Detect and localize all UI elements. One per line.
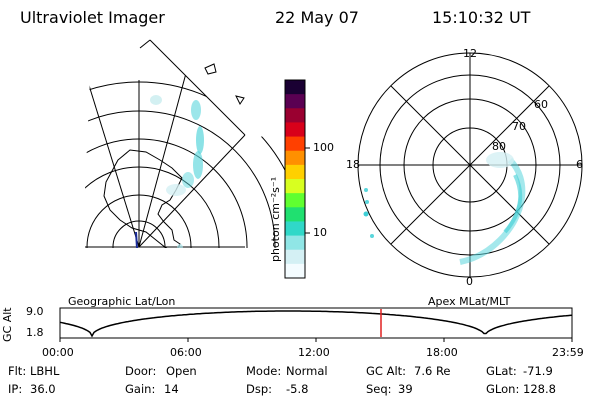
mlt-label-6: 6 (576, 158, 583, 171)
seq-key: Seq: (366, 382, 392, 396)
geographic-map-label: Geographic Lat/Lon (68, 295, 176, 308)
date-text: 22 May 07 (275, 8, 359, 27)
mlt-label-0: 0 (466, 275, 473, 288)
time-tick: 00:00 (42, 346, 74, 359)
colorbar-segment (285, 122, 305, 138)
altitude-ylabel: GC Alt (1, 307, 14, 342)
colorbar-segment (285, 150, 305, 166)
glon-value: 128.8 (523, 382, 556, 396)
glat-key: GLat: (486, 364, 517, 378)
colorbar-tick-10: 10 (313, 226, 327, 239)
gain-value: 14 (164, 382, 179, 396)
time-tick: 18:00 (426, 346, 458, 359)
time-tick: 06:00 (170, 346, 202, 359)
island-outline (204, 63, 217, 75)
mode-value: Normal (286, 364, 328, 378)
mlt-aurora (363, 152, 526, 265)
mlt-polar-plot (357, 52, 583, 278)
colorbar-segment (285, 80, 305, 95)
time-tick: 12:00 (298, 346, 330, 359)
meridian (85, 40, 140, 248)
mlt-meridian (390, 85, 550, 245)
altitude-plot-frame (59, 307, 573, 339)
colorbar-segment (285, 108, 305, 123)
satellite-track (135, 231, 139, 248)
mlat-label-70: 70 (512, 120, 526, 133)
mode-key: Mode: (246, 364, 282, 378)
instrument-title: Ultraviolet Imager (20, 8, 165, 27)
mlat-label-80: 80 (492, 140, 506, 153)
colorbar-unit-label: photon cm⁻²s⁻¹ (269, 176, 282, 262)
filter-key: Flt: (8, 364, 27, 378)
dsp-key: Dsp: (246, 382, 273, 396)
time-text: 15:10:32 UT (432, 8, 531, 27)
colorbar (284, 79, 310, 279)
colorbar-segment (285, 193, 305, 208)
meridian (138, 40, 196, 248)
door-value: Open (166, 364, 197, 378)
seq-value: 39 (398, 382, 413, 396)
colorbar-segment (285, 249, 305, 265)
altitude-ytick-1-8: 1.8 (26, 326, 44, 339)
island-outline (235, 95, 245, 105)
colorbar-tick-100: 100 (313, 141, 334, 154)
colorbar-segment (285, 221, 305, 237)
colorbar-segment (285, 136, 305, 152)
ip-key: IP: (8, 382, 23, 396)
mlat-label-60: 60 (534, 98, 548, 111)
colorbar-segment (285, 164, 305, 180)
aurora-emission (150, 95, 204, 248)
meridian (138, 134, 246, 248)
colorbar-segment (285, 179, 305, 194)
dsp-value: -5.8 (286, 382, 309, 396)
ip-value: 36.0 (30, 382, 56, 396)
time-tick: 23:59 (552, 346, 584, 359)
apex-map-label: Apex MLat/MLT (428, 295, 511, 308)
altitude-ytick-9: 9.0 (26, 305, 44, 318)
colorbar-segment (285, 235, 305, 251)
door-key: Door: (125, 364, 157, 378)
mlt-label-18: 18 (346, 158, 360, 171)
colorbar-segment (285, 94, 305, 109)
altitude-plot (59, 307, 573, 342)
gc-alt-key: GC Alt: (366, 364, 407, 378)
gain-key: Gain: (125, 382, 156, 396)
gc-alt-value: 7.6 Re (414, 364, 451, 378)
colorbar-segment (285, 263, 305, 279)
altitude-curve (59, 310, 573, 338)
filter-value: LBHL (30, 364, 60, 378)
continent-outline (103, 149, 183, 248)
glon-key: GLon: (486, 382, 520, 396)
glat-value: -71.9 (523, 364, 553, 378)
colorbar-frame (284, 79, 306, 279)
colorbar-segment (285, 207, 305, 222)
mlt-label-12: 12 (463, 47, 477, 60)
